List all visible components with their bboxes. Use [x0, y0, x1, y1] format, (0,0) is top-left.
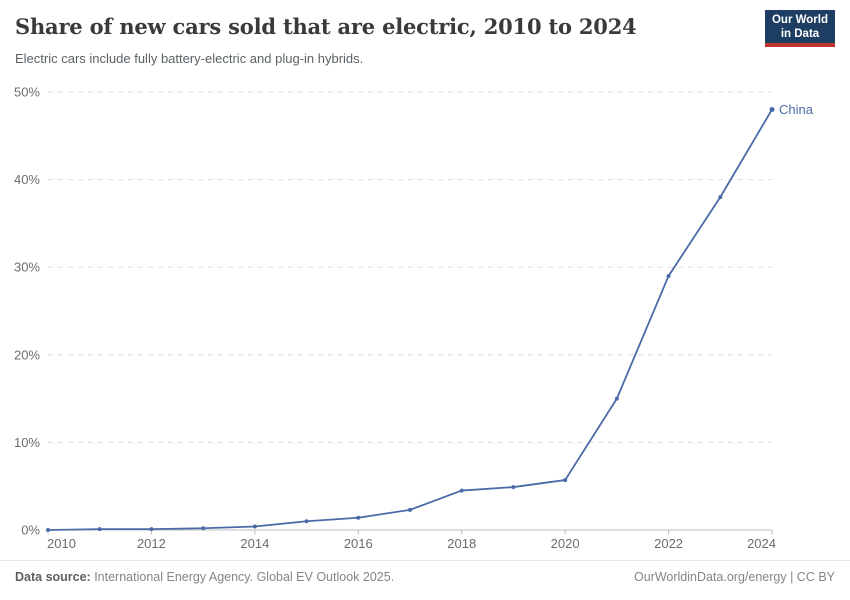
x-tick-label: 2022	[654, 536, 683, 551]
entity-label-china[interactable]: China	[779, 102, 814, 117]
data-point-2018[interactable]	[459, 488, 464, 493]
data-point-2010[interactable]	[46, 528, 50, 532]
license-link[interactable]: OurWorldinData.org/energy | CC BY	[633, 570, 835, 584]
y-tick-label: 50%	[14, 85, 40, 100]
data-source-label: Data source:	[15, 570, 91, 584]
x-tick-label: 2020	[551, 536, 580, 551]
data-point-2021[interactable]	[614, 396, 619, 401]
x-tick-label: 2018	[447, 536, 476, 551]
data-point-2022[interactable]	[666, 273, 671, 278]
data-point-2011[interactable]	[97, 527, 102, 532]
owid-logo: Our World in Data	[765, 10, 835, 47]
data-point-2016[interactable]	[356, 515, 361, 520]
footer: Data source: International Energy Agency…	[0, 560, 850, 600]
x-tick-label: 2012	[137, 536, 166, 551]
y-tick-label: 30%	[14, 260, 40, 275]
y-tick-label: 10%	[14, 435, 40, 450]
data-point-2019[interactable]	[511, 485, 516, 490]
data-point-2014[interactable]	[252, 524, 257, 529]
x-tick-label: 2024	[747, 536, 776, 551]
data-point-2024[interactable]	[769, 107, 775, 113]
data-point-2012[interactable]	[149, 527, 154, 532]
chart-title: Share of new cars sold that are electric…	[15, 14, 637, 39]
data-point-2017[interactable]	[408, 507, 412, 512]
data-line-china[interactable]	[47, 108, 773, 531]
data-point-2020[interactable]	[563, 478, 568, 483]
data-point-2015[interactable]	[304, 519, 309, 524]
y-tick-label: 40%	[14, 172, 40, 187]
data-point-2013[interactable]	[201, 526, 206, 531]
x-tick-label: 2016	[344, 536, 373, 551]
x-tick-label: 2010	[47, 536, 76, 551]
owid-logo-line2: in Data	[780, 28, 820, 40]
y-tick-label: 0%	[21, 523, 40, 538]
x-tick-label: 2014	[240, 536, 269, 551]
data-source-text: International Energy Agency. Global EV O…	[90, 570, 395, 584]
data-point-2023[interactable]	[718, 195, 723, 200]
y-tick-label: 20%	[14, 347, 40, 362]
chart-subtitle: Electric cars include fully battery-elec…	[15, 51, 364, 66]
data-source: Data source: International Energy Agency…	[15, 570, 394, 584]
owid-logo-line1: Our World	[771, 13, 828, 26]
